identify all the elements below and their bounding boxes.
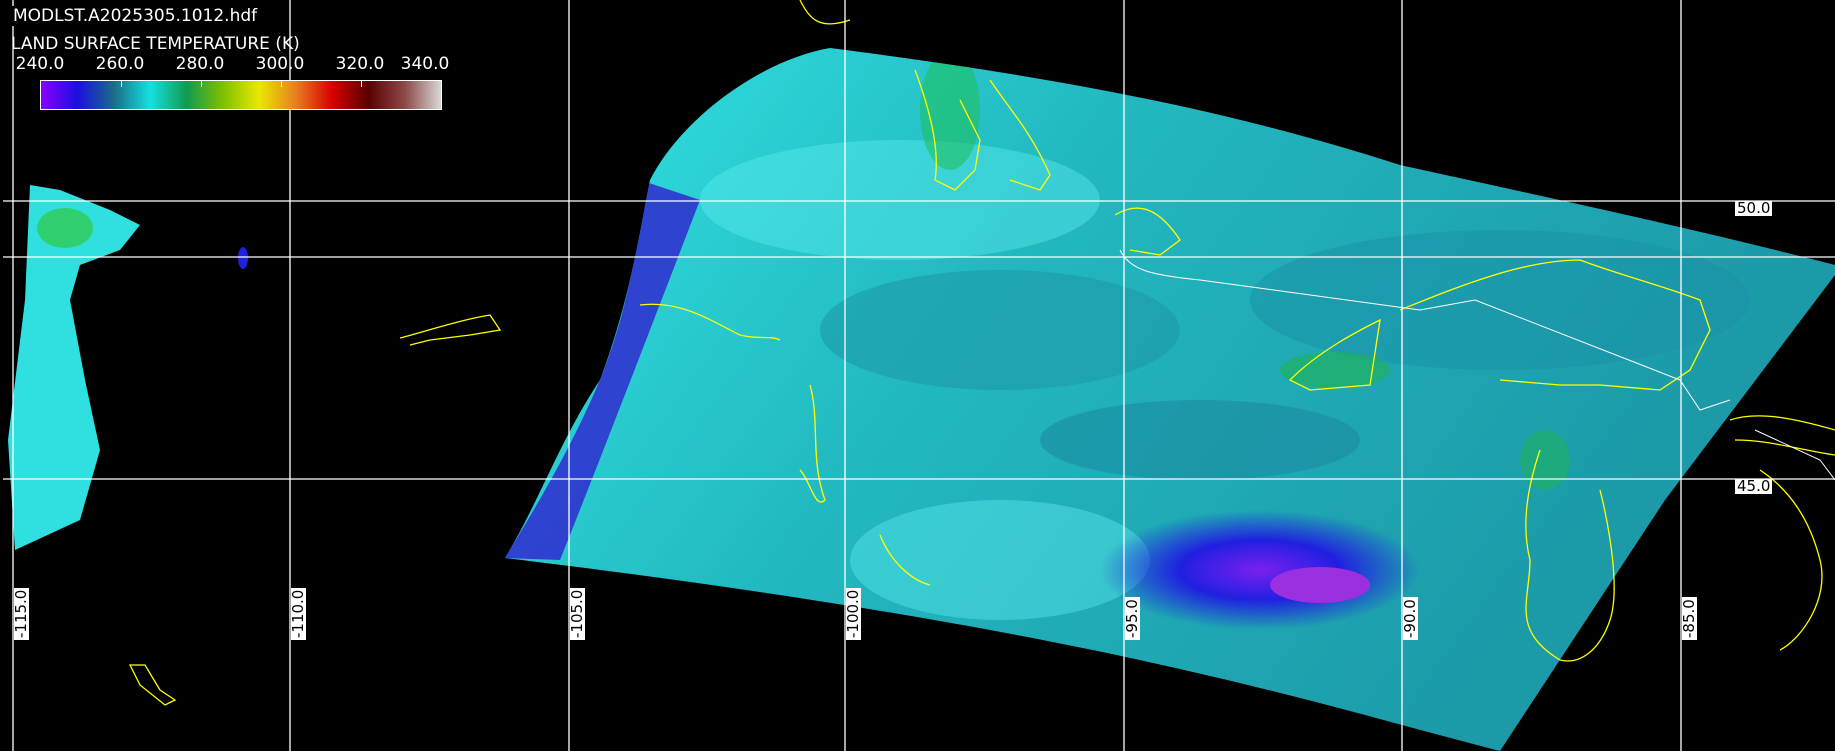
colorbar-tick-label: 340.0 bbox=[400, 54, 450, 74]
colorbar-tick-label: 260.0 bbox=[95, 54, 145, 74]
left-strip bbox=[8, 185, 248, 550]
longitude-label: -95.0 bbox=[1123, 597, 1141, 640]
colorbar-tick-label: 320.0 bbox=[335, 54, 385, 74]
longitude-label: -115.0 bbox=[12, 587, 30, 640]
colorbar-tick bbox=[361, 81, 362, 87]
colorbar-tick-label: 280.0 bbox=[175, 54, 225, 74]
graticule bbox=[3, 0, 1835, 751]
colorbar-tick-label: 240.0 bbox=[15, 54, 65, 74]
colorbar-tick-label: 300.0 bbox=[255, 54, 305, 74]
longitude-label: -85.0 bbox=[1680, 597, 1698, 640]
filename-label: MODLST.A2025305.1012.hdf bbox=[11, 6, 260, 26]
latitude-label: 45.0 bbox=[1735, 477, 1773, 495]
colorbar-tick bbox=[281, 81, 282, 87]
longitude-label: -110.0 bbox=[289, 587, 307, 640]
longitude-label: -100.0 bbox=[844, 587, 862, 640]
colorbar-tick bbox=[201, 81, 202, 87]
colorbar-tick bbox=[121, 81, 122, 87]
longitude-label: -90.0 bbox=[1401, 597, 1419, 640]
colorbar bbox=[40, 80, 442, 110]
coastlines bbox=[128, 0, 1835, 706]
latitude-label: 50.0 bbox=[1735, 199, 1773, 217]
variable-title: LAND SURFACE TEMPERATURE (K) bbox=[11, 34, 300, 54]
longitude-label: -105.0 bbox=[568, 587, 586, 640]
political-borders bbox=[1119, 249, 1835, 481]
